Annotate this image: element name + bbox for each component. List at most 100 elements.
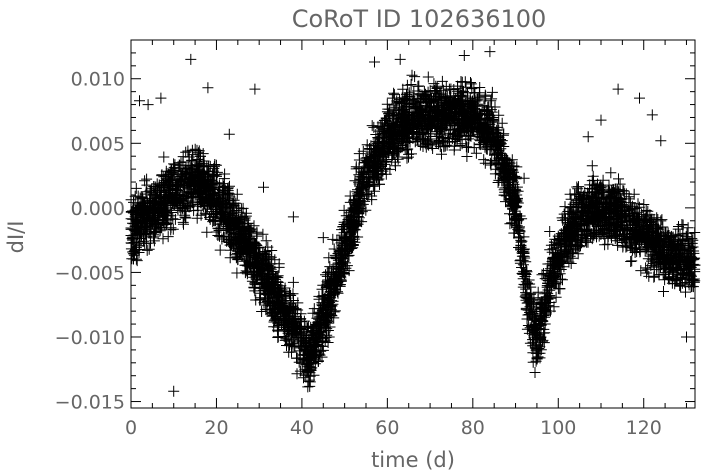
data-point <box>429 104 441 116</box>
data-point <box>178 195 190 207</box>
data-point <box>386 154 398 165</box>
data-point <box>204 213 216 225</box>
data-point <box>545 239 557 251</box>
data-point <box>131 238 143 250</box>
data-point <box>594 179 606 191</box>
data-point <box>479 89 491 101</box>
data-point <box>330 284 342 296</box>
data-point <box>556 233 568 245</box>
data-point <box>603 212 615 224</box>
data-point <box>634 227 646 239</box>
data-point <box>189 170 201 182</box>
data-point <box>646 218 658 230</box>
data-point <box>167 213 179 225</box>
data-point <box>559 225 571 236</box>
data-point <box>162 231 174 243</box>
data-point <box>514 255 526 267</box>
data-point <box>312 356 324 367</box>
data-point <box>647 219 659 231</box>
data-point <box>564 208 576 220</box>
data-point <box>353 207 365 219</box>
data-point <box>379 130 391 142</box>
data-point <box>680 260 692 272</box>
data-point <box>586 183 598 195</box>
data-point <box>625 256 637 267</box>
data-point <box>648 271 660 283</box>
data-point <box>516 235 528 247</box>
data-point <box>208 187 220 199</box>
data-point <box>145 219 157 231</box>
data-point <box>143 226 155 238</box>
data-point <box>413 109 425 121</box>
data-point <box>279 295 291 306</box>
data-point <box>527 336 539 348</box>
data-point <box>403 151 414 163</box>
data-point <box>404 136 416 148</box>
data-point <box>515 254 527 266</box>
data-point <box>623 191 635 203</box>
data-point <box>292 352 304 364</box>
data-point <box>361 139 373 151</box>
data-point <box>422 71 434 83</box>
data-point <box>380 112 392 124</box>
data-point <box>260 299 272 311</box>
data-point <box>428 78 440 90</box>
data-point <box>674 229 686 241</box>
data-point <box>214 230 225 242</box>
data-point <box>448 94 460 106</box>
data-point <box>345 234 357 245</box>
data-point <box>390 160 401 172</box>
data-point <box>570 195 582 207</box>
data-point <box>322 325 334 336</box>
data-point <box>137 201 149 213</box>
data-point <box>276 284 288 296</box>
data-point <box>239 214 251 226</box>
data-point <box>523 296 535 308</box>
data-point <box>683 238 695 250</box>
data-point <box>302 381 314 393</box>
data-point <box>444 136 455 148</box>
data-point <box>333 257 345 269</box>
data-point <box>289 340 301 352</box>
data-point <box>130 182 142 194</box>
data-point <box>202 191 214 203</box>
data-point <box>547 276 559 288</box>
data-point <box>474 91 486 103</box>
data-point <box>575 192 587 204</box>
data-point <box>449 136 461 147</box>
data-point <box>658 242 669 254</box>
data-point <box>396 97 407 109</box>
data-point <box>496 117 508 129</box>
data-point <box>258 248 270 260</box>
data-point <box>225 244 237 256</box>
data-point <box>631 242 643 254</box>
data-point <box>567 252 579 264</box>
data-point <box>490 127 502 139</box>
data-point <box>274 302 286 313</box>
data-point <box>148 235 160 247</box>
data-point <box>509 196 521 208</box>
data-point <box>388 87 400 99</box>
data-point <box>327 262 339 274</box>
data-point <box>478 100 490 112</box>
data-point <box>401 79 413 91</box>
data-point <box>602 231 614 242</box>
data-point <box>360 152 372 164</box>
data-point <box>390 131 402 143</box>
data-point <box>591 210 603 222</box>
data-point <box>658 286 669 297</box>
data-point <box>538 310 550 322</box>
data-point <box>212 230 224 241</box>
data-point <box>471 98 483 110</box>
data-point <box>155 199 166 211</box>
data-point <box>534 330 545 342</box>
data-point <box>157 233 169 245</box>
data-point <box>628 188 640 200</box>
data-point <box>422 138 434 150</box>
data-point <box>175 157 187 169</box>
data-point <box>372 159 384 171</box>
data-point <box>513 242 524 253</box>
data-point <box>482 118 494 130</box>
data-point <box>128 196 139 208</box>
data-point <box>614 178 626 190</box>
